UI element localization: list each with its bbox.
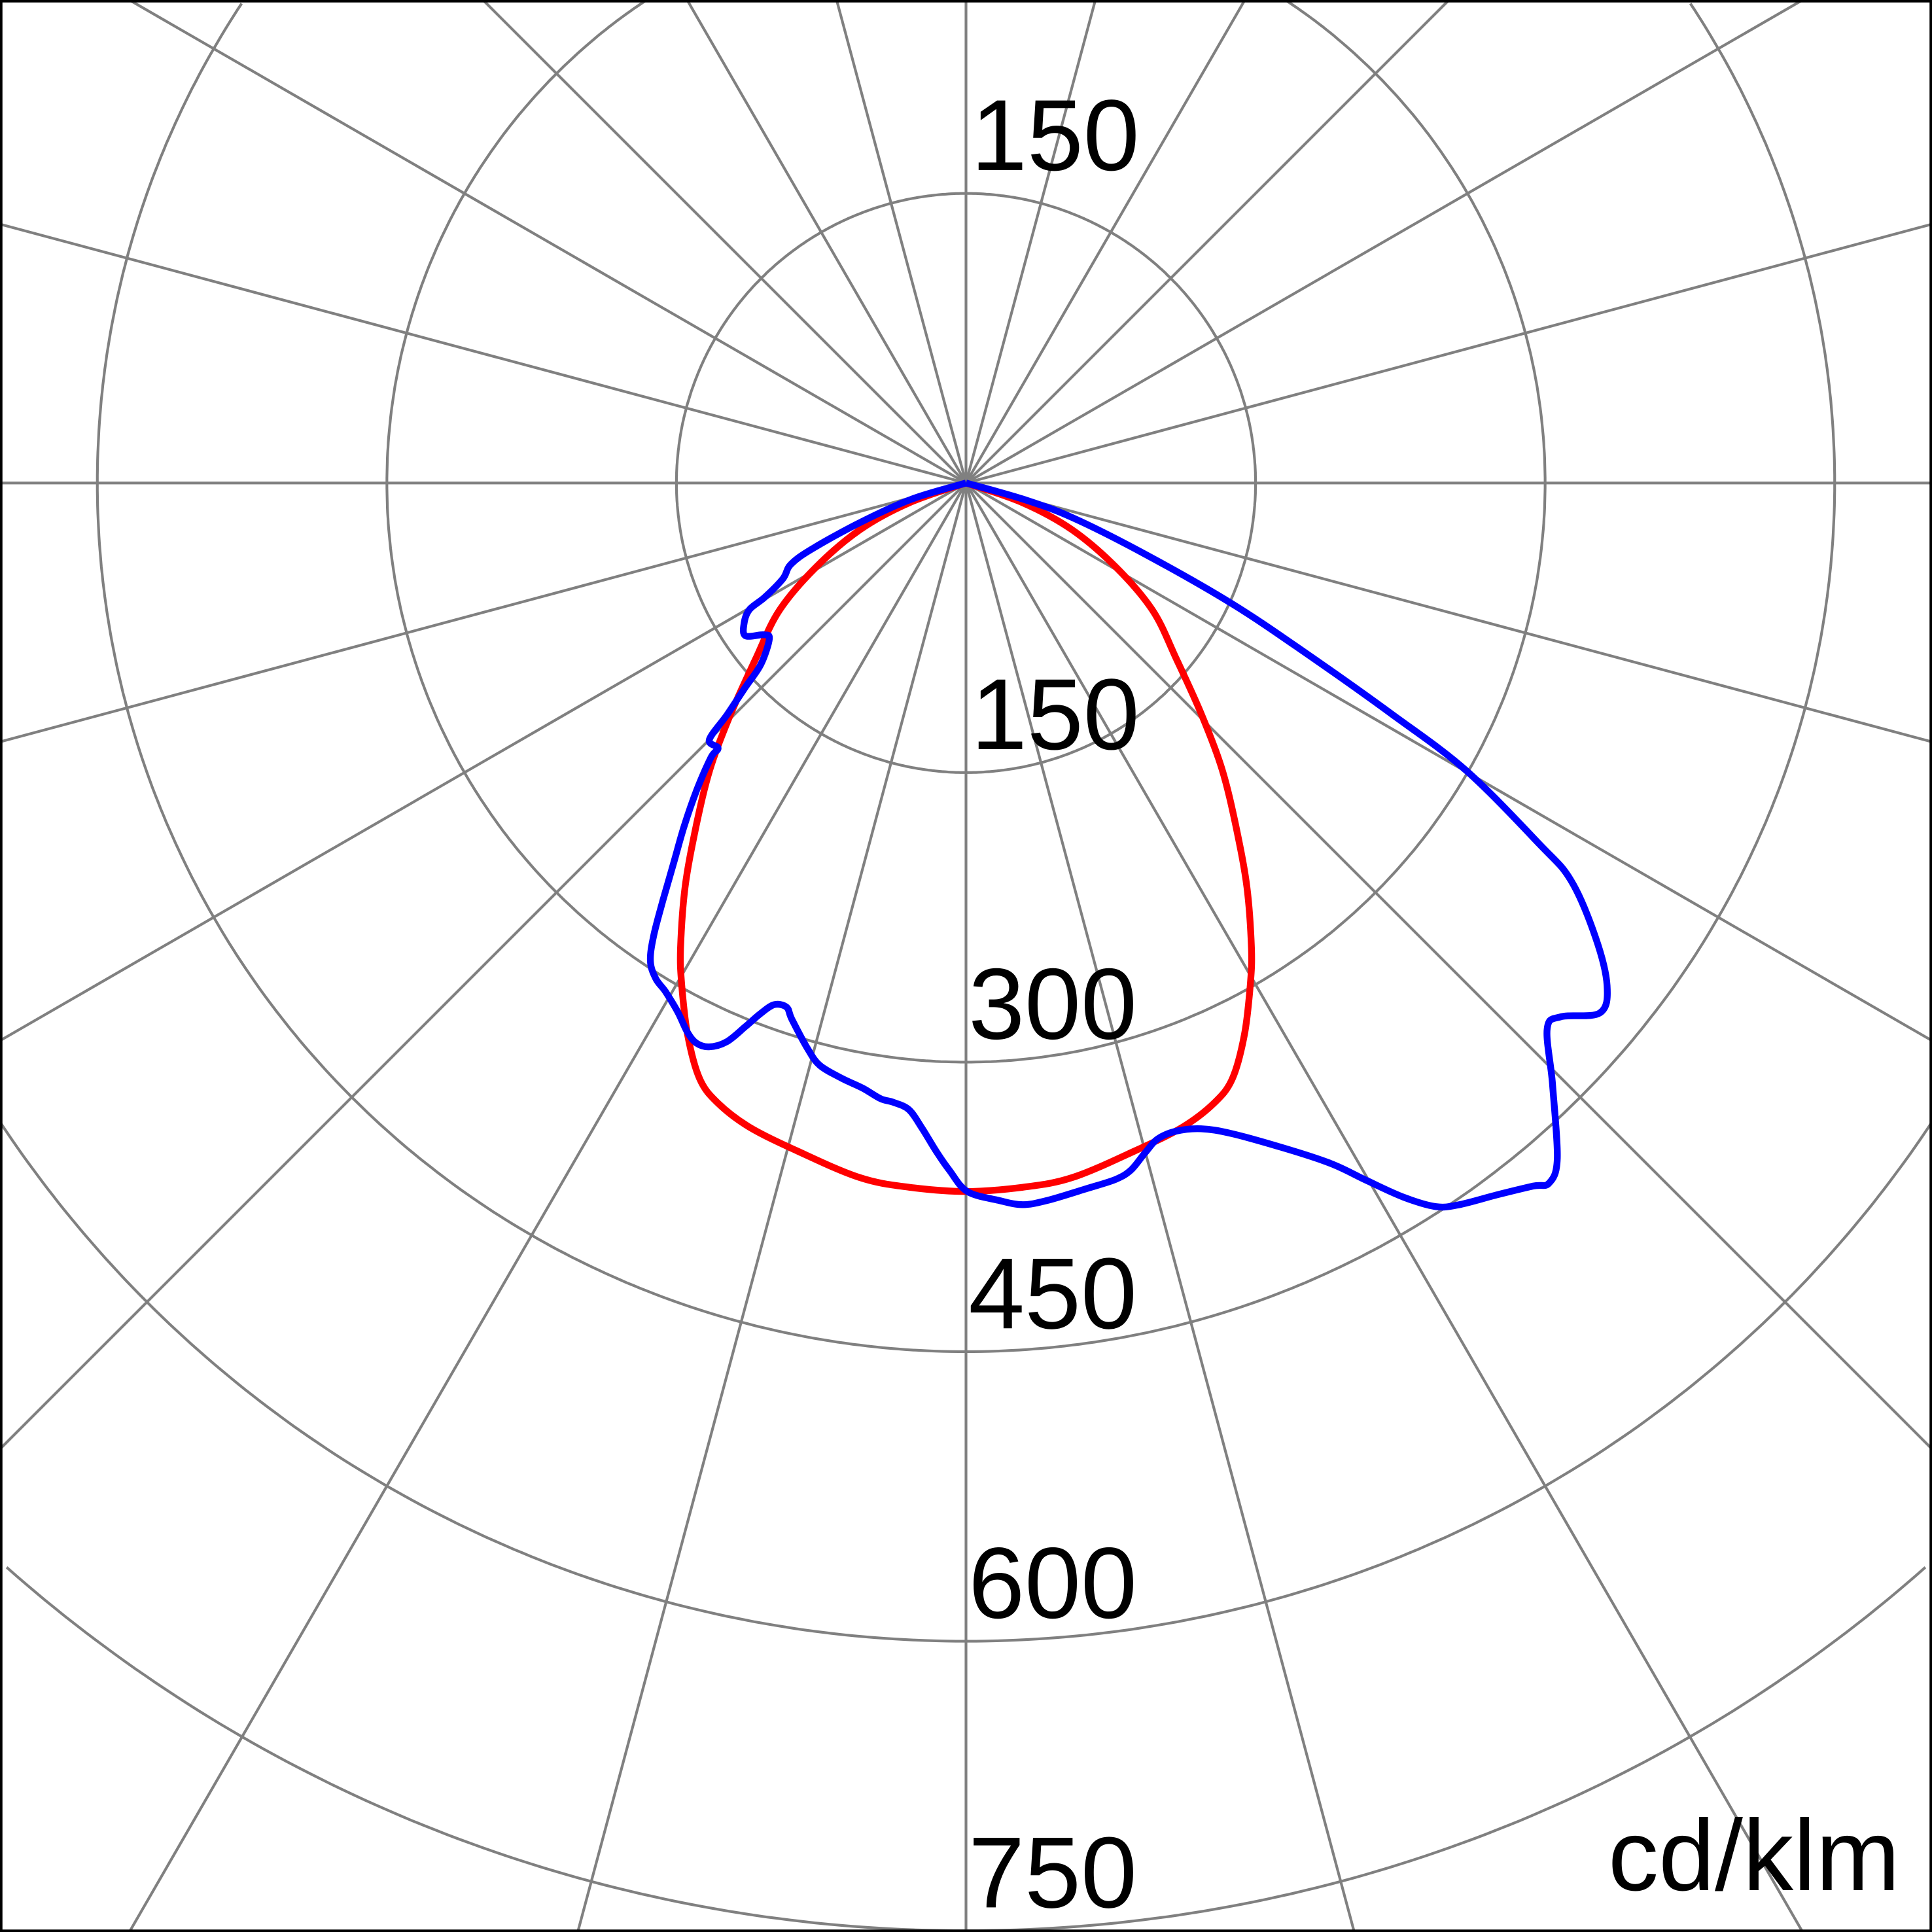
tick-label-150: 150	[971, 658, 1140, 771]
grid-ring-300	[385, 0, 1547, 1064]
grid-spoke-150	[128, 0, 1246, 1932]
tick-label-top-150: 150	[971, 79, 1140, 192]
grid-spoke-120	[0, 0, 1804, 1042]
tick-label-450: 450	[968, 1237, 1137, 1350]
intensity-curves	[646, 480, 1611, 1211]
grid-spoke-60	[128, 0, 1932, 1042]
grid-spoke-165	[576, 0, 1097, 1932]
tick-label-600: 600	[968, 1526, 1137, 1640]
tick-label-750: 750	[968, 1816, 1137, 1929]
grid-spoke-15	[835, 0, 1356, 1932]
tick-labels: 150 150 300 450 600 750 cd/klm	[968, 79, 1900, 1929]
grid-ring-450	[96, 3, 1836, 1354]
grid-spoke-30	[686, 0, 1804, 1932]
blue-intensity-curve	[646, 480, 1611, 1211]
tick-label-300: 300	[968, 947, 1137, 1061]
unit-label: cd/klm	[1608, 1799, 1900, 1912]
